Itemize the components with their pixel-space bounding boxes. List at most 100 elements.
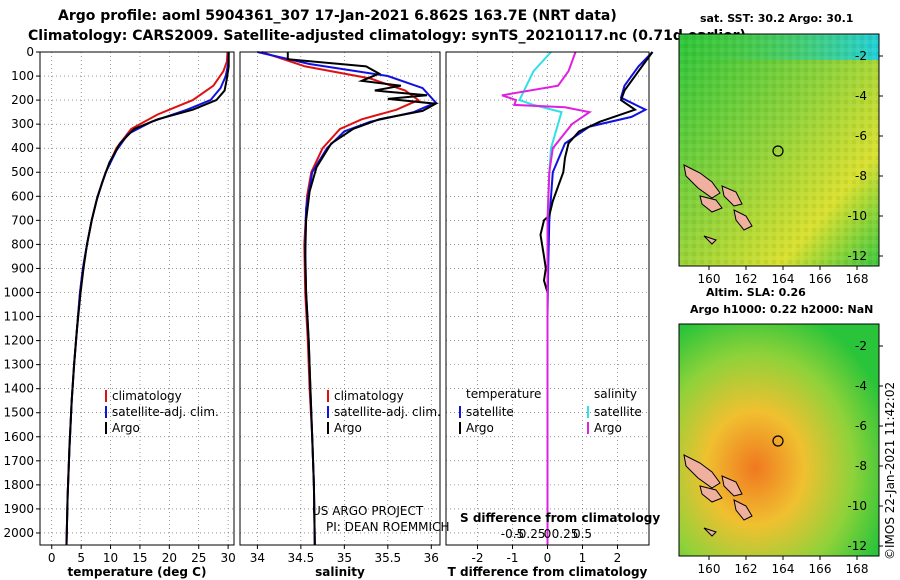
lat-tick-label: -6 <box>855 419 867 433</box>
x-tick-label: -2 <box>472 551 484 565</box>
legend-label: satellite <box>594 405 642 419</box>
x-tick-label: -1 <box>507 551 519 565</box>
x-tick-label: 0 <box>544 551 552 565</box>
series-line-satellite-adj-clim- <box>65 51 230 546</box>
x-axis-label: temperature (deg C) <box>68 565 207 579</box>
y-tick-label: 500 <box>11 165 34 179</box>
sst-coast-island-5 <box>703 235 717 245</box>
y-tick-label: 900 <box>11 261 34 275</box>
sst-coast-island-3 <box>721 185 743 207</box>
y-tick-label: 700 <box>11 213 34 227</box>
legend-label: Argo <box>594 421 622 435</box>
x-tick-label: 2 <box>614 551 622 565</box>
y-tick-label: 1600 <box>3 430 34 444</box>
sst-coast-island-2 <box>699 195 723 213</box>
legend-label: Argo <box>334 421 362 435</box>
x-tick-label: 10 <box>103 551 118 565</box>
y-tick-label: 1100 <box>3 310 34 324</box>
legend-label: satellite <box>466 405 514 419</box>
legend-label: climatology <box>334 389 404 403</box>
sst-map-texture <box>679 34 879 266</box>
y-tick-label: 1900 <box>3 502 34 516</box>
lon-tick-label: 160 <box>698 562 721 576</box>
x-tick-label: 5 <box>77 551 85 565</box>
sst-map-frame <box>678 33 880 267</box>
x-tick-label: 35.5 <box>374 551 401 565</box>
lat-tick-label: -4 <box>855 89 867 103</box>
series-line-temperature-argo <box>539 51 654 545</box>
series-line-temperature-satellite <box>546 51 654 545</box>
x-tick-label: 36 <box>424 551 439 565</box>
lon-tick-label: 166 <box>809 562 832 576</box>
sst-coast-island-4 <box>733 209 753 231</box>
y-tick-label: 0 <box>26 45 34 59</box>
credit-project: US ARGO PROJECT <box>312 504 424 518</box>
lat-tick-label: -8 <box>855 169 867 183</box>
lat-tick-label: -8 <box>855 459 867 473</box>
sla-coast-island-5 <box>703 527 717 537</box>
header-line-2: Climatology: CARS2009. Satellite-adjuste… <box>28 28 746 44</box>
lat-tick-label: -4 <box>855 379 867 393</box>
legend-title-salinity: salinity <box>594 387 637 401</box>
y-tick-label: 800 <box>11 237 34 251</box>
lat-tick-label: -12 <box>847 539 867 553</box>
sla-coast-island-3 <box>721 475 743 497</box>
sla-coast-island-4 <box>733 499 753 521</box>
sst-map-axes: -2 -4 -6 -8 -10 -12 160 162 164 166 168 <box>698 49 883 286</box>
panel-temperature: 0 5 10 15 20 25 30 temperature (deg C) 0 100 200 30… <box>3 45 235 579</box>
sst-map: sat. SST: 30.2 Argo: 30.1 -2 -4 -6 -8 -10 -12… <box>678 12 883 286</box>
y-tick-label: 1700 <box>3 454 34 468</box>
lat-tick-label: -10 <box>847 209 867 223</box>
lat-tick-label: -12 <box>847 249 867 263</box>
x-tick-label: 30 <box>220 551 235 565</box>
series-line-climatology <box>65 51 229 546</box>
y-tick-label: 1800 <box>3 478 34 492</box>
sst-argo-location-marker <box>772 145 784 157</box>
y-tick-label: 1400 <box>3 382 34 396</box>
legend-label: Argo <box>112 421 140 435</box>
sla-map-title-2: Argo h1000: 0.22 h2000: NaN <box>690 303 873 316</box>
secondary-tick-label: 0.25 <box>552 527 579 541</box>
series-line-salinity-argo <box>501 51 593 545</box>
lon-tick-label: 160 <box>698 272 721 286</box>
lon-tick-label: 164 <box>772 562 795 576</box>
legend-title-temperature: temperature <box>466 387 541 401</box>
x-tick-label: 15 <box>132 551 147 565</box>
y-tick-label: 100 <box>11 69 34 83</box>
x-axis-label: T difference from climatology <box>448 565 648 579</box>
lon-tick-label: 168 <box>846 562 869 576</box>
y-tick-label: 2000 <box>3 526 34 540</box>
series-line-argo <box>286 52 440 546</box>
secondary-tick-label: 0 <box>544 527 552 541</box>
y-tick-label: 1500 <box>3 406 34 420</box>
legend-label: climatology <box>112 389 182 403</box>
panel-difference: -2 -1 0 1 2T difference from climatology temp… <box>445 51 660 579</box>
credit-pi: PI: DEAN ROEMMICH <box>326 520 449 534</box>
sla-map-title-1: Altim. SLA: 0.26 <box>706 286 806 299</box>
imos-watermark: ©IMOS 22-Jan-2021 11:42:02 <box>883 382 897 560</box>
lon-tick-label: 164 <box>772 272 795 286</box>
x-tick-label: 20 <box>162 551 177 565</box>
lon-tick-label: 166 <box>809 272 832 286</box>
x-axis-label: salinity <box>315 565 365 579</box>
x-tick-label: 35 <box>337 551 352 565</box>
panel-frame <box>445 51 650 546</box>
legend-label: satellite-adj. clim. <box>334 405 441 419</box>
sla-map-axes: -2 -4 -6 -8 -10 -12 160 162 164 166 168 <box>698 339 883 576</box>
sla-map: Altim. SLA: 0.26 Argo h1000: 0.22 h2000:… <box>678 286 883 576</box>
series-line-salinity-satellite <box>518 51 563 545</box>
sst-coast-island-1 <box>683 164 721 199</box>
sla-argo-location-marker <box>772 435 784 447</box>
secondary-tick-label: -0.25 <box>514 527 545 541</box>
panel-salinity: 34 34.5 35 35.5 36 salinity climatology satelli… <box>239 51 449 579</box>
x-tick-label: 1 <box>579 551 587 565</box>
series-line-argo <box>65 52 230 546</box>
sla-coast-island-1 <box>683 454 721 489</box>
y-tick-label: 200 <box>11 93 34 107</box>
x-tick-label: 0 <box>48 551 56 565</box>
x-tick-label: 34 <box>250 551 265 565</box>
lat-tick-label: -2 <box>855 49 867 63</box>
secondary-tick-label: -0.5 <box>501 527 524 541</box>
